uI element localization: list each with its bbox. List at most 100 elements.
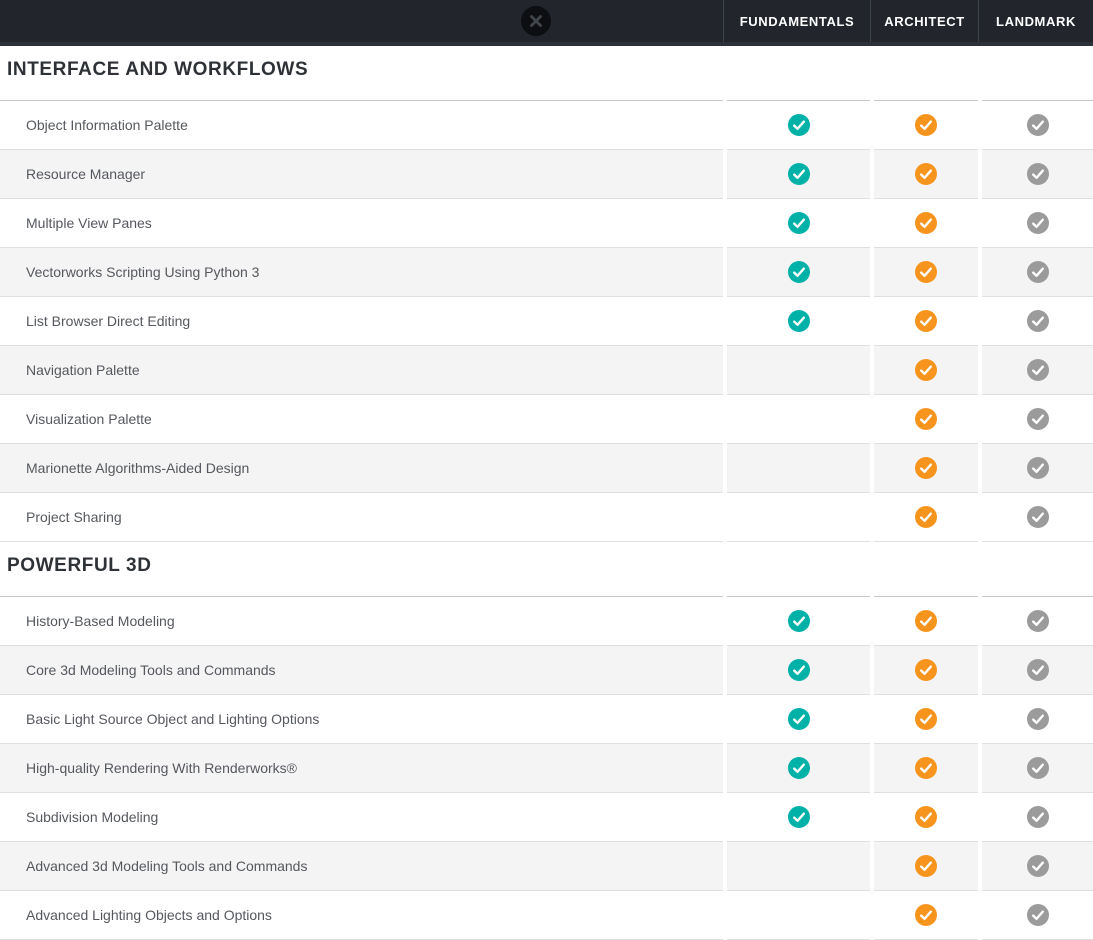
landmark-cell xyxy=(982,842,1093,891)
check-icon-teal xyxy=(787,310,810,332)
check-icon-orange xyxy=(915,806,937,828)
table-row: Resource Manager xyxy=(0,150,1093,199)
fundamentals-cell xyxy=(727,793,870,842)
check-icon-gray xyxy=(1026,457,1049,479)
section-header-spacer xyxy=(982,542,1093,597)
fundamentals-cell xyxy=(727,646,870,695)
table-row: List Browser Direct Editing xyxy=(0,297,1093,346)
check-icon-orange xyxy=(915,708,937,730)
feature-cell: List Browser Direct Editing xyxy=(0,297,723,346)
check-icon-gray xyxy=(1026,757,1049,779)
architect-cell xyxy=(874,597,978,646)
table-row: Marionette Algorithms-Aided Design xyxy=(0,444,1093,493)
fundamentals-cell xyxy=(727,199,870,248)
section: POWERFUL 3D History-Based Modeling Core … xyxy=(0,542,1093,940)
architect-cell xyxy=(874,199,978,248)
column-header-label: LANDMARK xyxy=(996,13,1076,29)
feature-name: List Browser Direct Editing xyxy=(26,313,191,329)
check-icon-teal xyxy=(787,757,810,779)
architect-cell xyxy=(874,395,978,444)
close-icon xyxy=(530,15,542,27)
check-icon-gray xyxy=(1026,408,1049,430)
landmark-cell xyxy=(982,346,1093,395)
feature-name: History-Based Modeling xyxy=(26,613,175,629)
feature-cell: High-quality Rendering With Renderworks® xyxy=(0,744,723,793)
check-icon-gray xyxy=(1026,261,1049,283)
section-header-spacer xyxy=(727,46,870,101)
feature-cell: Project Sharing xyxy=(0,493,723,542)
check-icon-gray xyxy=(1026,310,1049,332)
fundamentals-cell xyxy=(727,891,870,940)
architect-cell xyxy=(874,346,978,395)
check-icon-gray xyxy=(1026,212,1049,234)
feature-cell: Multiple View Panes xyxy=(0,199,723,248)
landmark-cell xyxy=(982,150,1093,199)
comparison-header-bar: FUNDAMENTALS ARCHITECT LANDMARK xyxy=(0,0,1093,46)
feature-name: Advanced Lighting Objects and Options xyxy=(26,907,272,923)
feature-name: Subdivision Modeling xyxy=(26,809,159,825)
check-icon-orange xyxy=(915,506,937,528)
architect-cell xyxy=(874,493,978,542)
feature-cell: Navigation Palette xyxy=(0,346,723,395)
architect-cell xyxy=(874,695,978,744)
architect-cell xyxy=(874,744,978,793)
section-title: INTERFACE AND WORKFLOWS xyxy=(7,59,309,80)
check-icon-teal xyxy=(787,163,810,185)
feature-name: Object Information Palette xyxy=(26,117,188,133)
check-icon-orange xyxy=(915,163,937,185)
check-icon-teal xyxy=(787,806,810,828)
table-row: Object Information Palette xyxy=(0,101,1093,150)
fundamentals-cell xyxy=(727,695,870,744)
landmark-cell xyxy=(982,297,1093,346)
feature-cell: Visualization Palette xyxy=(0,395,723,444)
column-header-fundamentals: FUNDAMENTALS xyxy=(723,0,870,42)
table-row: High-quality Rendering With Renderworks® xyxy=(0,744,1093,793)
fundamentals-cell xyxy=(727,150,870,199)
feature-cell: Resource Manager xyxy=(0,150,723,199)
header-feature-spacer xyxy=(0,0,723,42)
feature-cell: Marionette Algorithms-Aided Design xyxy=(0,444,723,493)
architect-cell xyxy=(874,444,978,493)
comparison-table: INTERFACE AND WORKFLOWS Object Informati… xyxy=(0,46,1093,940)
architect-cell xyxy=(874,793,978,842)
feature-name: Navigation Palette xyxy=(26,362,140,378)
column-header-label: FUNDAMENTALS xyxy=(739,13,855,29)
check-icon-gray xyxy=(1026,708,1049,730)
close-button[interactable] xyxy=(521,6,551,36)
landmark-cell xyxy=(982,646,1093,695)
fundamentals-cell xyxy=(727,842,870,891)
architect-cell xyxy=(874,101,978,150)
check-icon-orange xyxy=(915,114,937,136)
check-icon-orange xyxy=(915,757,937,779)
architect-cell xyxy=(874,297,978,346)
feature-name: Project Sharing xyxy=(26,509,122,525)
section-header: POWERFUL 3D xyxy=(0,542,1093,597)
check-icon-teal xyxy=(787,659,810,681)
check-icon-teal xyxy=(787,610,810,632)
table-row: Vectorworks Scripting Using Python 3 xyxy=(0,248,1093,297)
check-icon-gray xyxy=(1026,659,1049,681)
fundamentals-cell xyxy=(727,444,870,493)
feature-cell: Basic Light Source Object and Lighting O… xyxy=(0,695,723,744)
landmark-cell xyxy=(982,101,1093,150)
table-row: Core 3d Modeling Tools and Commands xyxy=(0,646,1093,695)
landmark-cell xyxy=(982,493,1093,542)
landmark-cell xyxy=(982,744,1093,793)
check-icon-gray xyxy=(1026,359,1049,381)
table-row: Subdivision Modeling xyxy=(0,793,1093,842)
check-icon-teal xyxy=(787,708,810,730)
table-row: Basic Light Source Object and Lighting O… xyxy=(0,695,1093,744)
landmark-cell xyxy=(982,695,1093,744)
section-title: POWERFUL 3D xyxy=(7,555,152,576)
architect-cell xyxy=(874,646,978,695)
check-icon-gray xyxy=(1026,610,1049,632)
fundamentals-cell xyxy=(727,493,870,542)
check-icon-gray xyxy=(1026,855,1049,877)
feature-name: Multiple View Panes xyxy=(26,215,152,231)
landmark-cell xyxy=(982,395,1093,444)
architect-cell xyxy=(874,150,978,199)
feature-name: Resource Manager xyxy=(26,166,146,182)
fundamentals-cell xyxy=(727,101,870,150)
check-icon-orange xyxy=(915,610,937,632)
